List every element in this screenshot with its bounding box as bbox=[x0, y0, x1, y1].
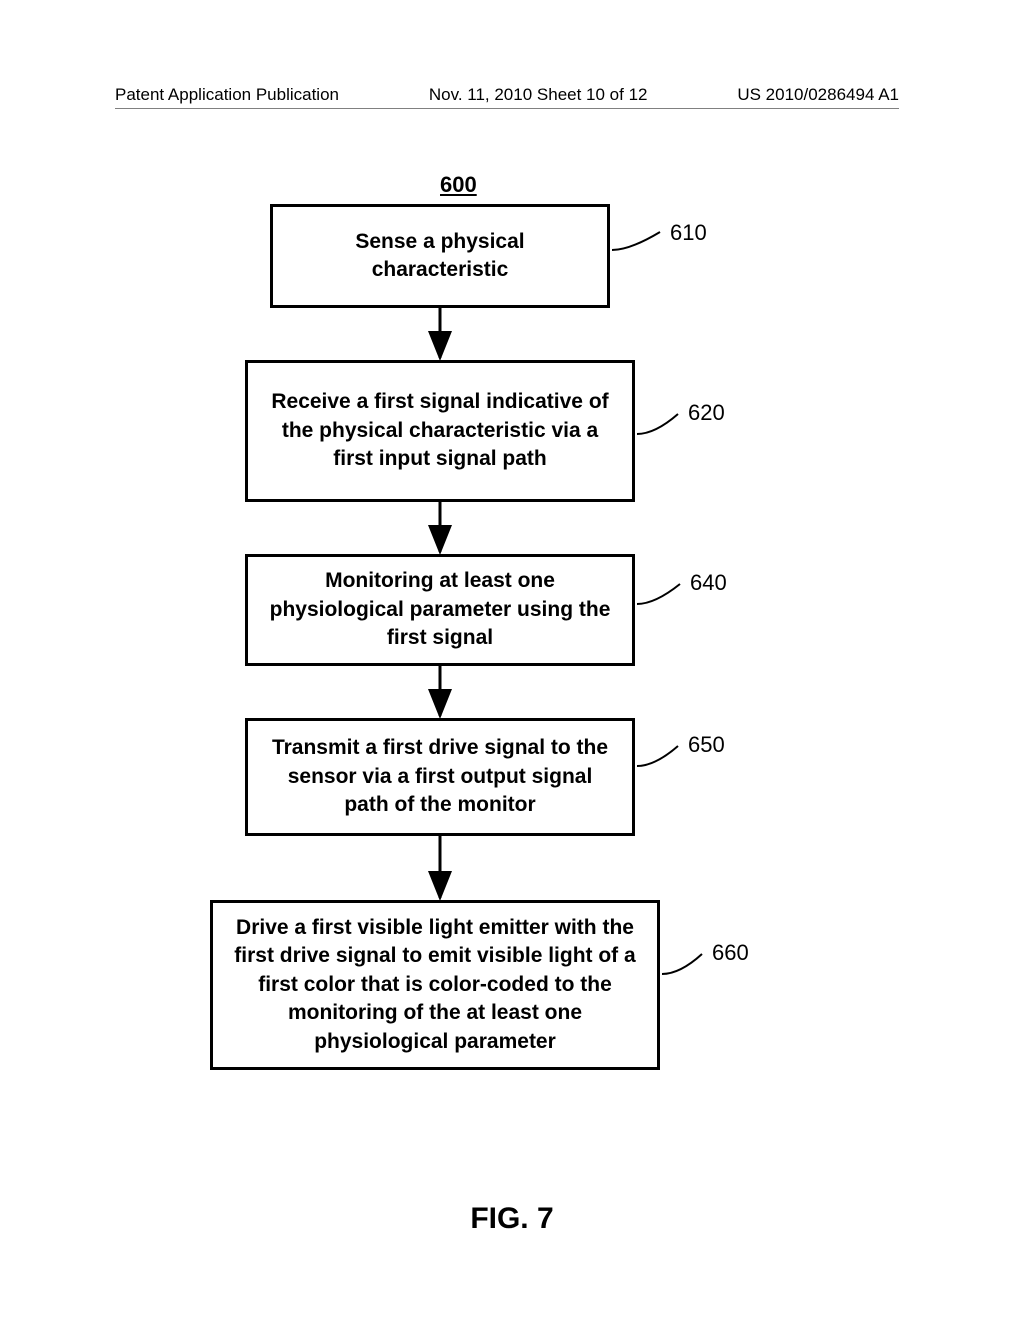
leader-4 bbox=[637, 746, 678, 766]
page-header: Patent Application Publication Nov. 11, … bbox=[0, 85, 1024, 105]
flowchart-diagram: 600 Sense a physical characteristic Rece… bbox=[0, 150, 1024, 1190]
header-center: Nov. 11, 2010 Sheet 10 of 12 bbox=[429, 85, 648, 105]
leader-3 bbox=[637, 584, 680, 604]
header-divider bbox=[115, 108, 899, 109]
leader-1 bbox=[612, 232, 660, 250]
header-left: Patent Application Publication bbox=[115, 85, 339, 105]
flowchart-connectors bbox=[0, 150, 1024, 1150]
leader-2 bbox=[637, 414, 678, 434]
figure-caption: FIG. 7 bbox=[0, 1202, 1024, 1236]
header-right: US 2010/0286494 A1 bbox=[737, 85, 899, 105]
leader-5 bbox=[662, 954, 702, 974]
